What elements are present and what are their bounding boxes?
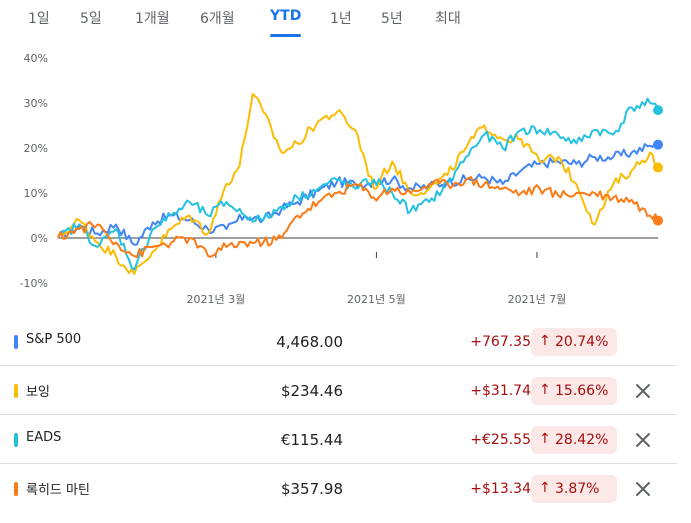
price-value: $234.46 bbox=[280, 382, 343, 400]
tab-5[interactable]: 1년 bbox=[330, 8, 352, 28]
tab-label: 최대 bbox=[435, 11, 461, 27]
arrow-up-icon: ↑ bbox=[539, 431, 551, 447]
price-value: €115.44 bbox=[280, 431, 343, 449]
security-name: S&P 500 bbox=[26, 332, 82, 347]
y-tick-label: -10% bbox=[20, 277, 48, 290]
tab-4[interactable]: YTD bbox=[270, 8, 302, 37]
tab-6[interactable]: 5년 bbox=[381, 8, 403, 28]
arrow-up-icon: ↑ bbox=[539, 333, 551, 349]
y-tick-label: 20% bbox=[24, 142, 48, 155]
series-color-swatch bbox=[14, 482, 18, 496]
close-icon bbox=[636, 482, 650, 496]
row-divider bbox=[0, 414, 677, 415]
percent-change: 28.42% bbox=[555, 432, 609, 448]
security-name: 록히드 마틴 bbox=[26, 483, 90, 498]
tab-label: 5년 bbox=[381, 11, 403, 27]
comparison-chart: 40% 30% 20% 10% 0% -10% 2021년 3월 2021년 5월 2021년 … bbox=[20, 52, 663, 306]
row-divider bbox=[0, 365, 677, 366]
active-tab-indicator bbox=[270, 34, 302, 37]
compare-row[interactable]: EADS €115.44 +€25.55 ↑ 28.42% bbox=[0, 416, 677, 464]
remove-comparison-button[interactable] bbox=[631, 379, 655, 403]
row-divider bbox=[0, 463, 677, 464]
change-value: +767.35 bbox=[470, 334, 531, 350]
percent-change: 20.74% bbox=[555, 334, 609, 350]
compare-row[interactable]: 록히드 마틴 $357.98 +$13.34 ↑ 3.87% bbox=[0, 465, 677, 513]
arrow-up-icon: ↑ bbox=[539, 480, 551, 496]
remove-comparison-button[interactable] bbox=[631, 477, 655, 501]
y-tick-label: 0% bbox=[31, 232, 48, 245]
series-line-2 bbox=[57, 97, 659, 271]
series-end-dot-1 bbox=[653, 162, 663, 173]
tab-label: YTD bbox=[270, 8, 302, 24]
remove-comparison-button[interactable] bbox=[631, 428, 655, 452]
close-icon bbox=[636, 384, 650, 398]
x-tick-label: 2021년 5월 bbox=[347, 293, 406, 306]
tab-label: 1일 bbox=[28, 11, 50, 27]
tab-3[interactable]: 6개월 bbox=[200, 8, 235, 28]
series-color-swatch bbox=[14, 335, 18, 349]
tab-1[interactable]: 5일 bbox=[80, 8, 102, 28]
compare-row[interactable]: S&P 500 4,468.00 +767.35 ↑ 20.74% bbox=[0, 318, 677, 366]
arrow-up-icon: ↑ bbox=[539, 382, 551, 398]
percent-change-badge: ↑ 28.42% bbox=[531, 426, 617, 454]
series-end-dot-0 bbox=[653, 139, 663, 150]
change-value: +$31.74 bbox=[470, 383, 531, 399]
series-line-3 bbox=[57, 176, 659, 259]
series-end-dot-2 bbox=[653, 105, 663, 116]
change-value: +€25.55 bbox=[470, 432, 531, 448]
y-tick-label: 10% bbox=[24, 187, 48, 200]
change-value: +$13.34 bbox=[470, 481, 531, 497]
security-name: 보잉 bbox=[26, 385, 50, 400]
range-tabs: 1일 5일 1개월 6개월 YTD 1년 5년 최대 bbox=[0, 0, 691, 37]
tab-7[interactable]: 최대 bbox=[435, 8, 461, 28]
security-name: EADS bbox=[26, 430, 62, 445]
x-tick-label: 2021년 3월 bbox=[187, 293, 246, 306]
percent-change-badge: ↑ 3.87% bbox=[531, 475, 617, 503]
series-color-swatch bbox=[14, 384, 18, 398]
percent-change: 3.87% bbox=[555, 481, 600, 497]
tab-0[interactable]: 1일 bbox=[28, 8, 50, 28]
price-value: 4,468.00 bbox=[276, 333, 343, 351]
y-tick-label: 40% bbox=[24, 52, 48, 65]
series-color-swatch bbox=[14, 433, 18, 447]
close-icon bbox=[636, 433, 650, 447]
tab-2[interactable]: 1개월 bbox=[135, 8, 170, 28]
x-tick-label: 2021년 7월 bbox=[508, 293, 567, 306]
percent-change-badge: ↑ 20.74% bbox=[531, 328, 617, 356]
tab-label: 1년 bbox=[330, 11, 352, 27]
compare-row[interactable]: 보잉 $234.46 +$31.74 ↑ 15.66% bbox=[0, 367, 677, 415]
percent-change-badge: ↑ 15.66% bbox=[531, 377, 617, 405]
percent-change: 15.66% bbox=[555, 383, 609, 399]
tab-label: 1개월 bbox=[135, 11, 170, 27]
tab-label: 5일 bbox=[80, 11, 102, 27]
series-end-dot-3 bbox=[653, 215, 663, 226]
series-line-0 bbox=[57, 141, 659, 246]
price-value: $357.98 bbox=[280, 480, 343, 498]
tab-label: 6개월 bbox=[200, 11, 235, 27]
y-tick-label: 30% bbox=[24, 97, 48, 110]
